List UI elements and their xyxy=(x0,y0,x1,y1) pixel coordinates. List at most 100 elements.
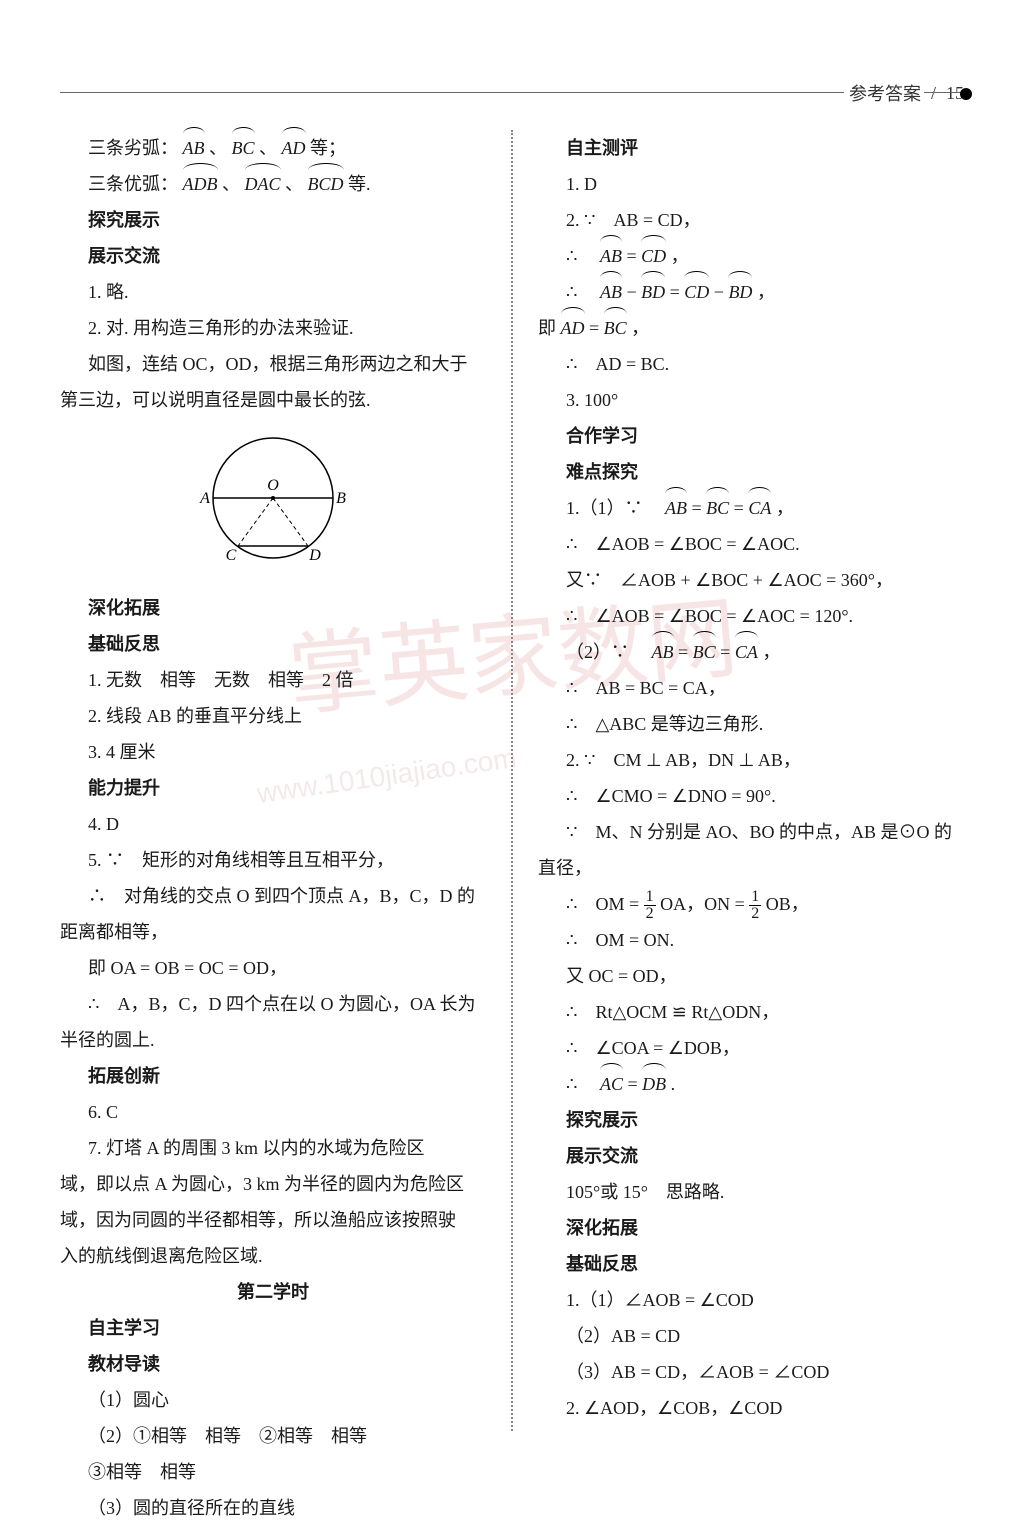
frac-half-1: 12 xyxy=(644,889,656,922)
arc: AB xyxy=(600,274,622,310)
r26: 1.（1）∠AOB = ∠COD xyxy=(538,1282,964,1318)
r25: 105°或 15° 思路略. xyxy=(538,1174,964,1210)
l19: 域，即以点 A 为圆心，3 km 为半径的圆内为危险区 xyxy=(60,1166,486,1202)
h-deepen2: 深化拓展 xyxy=(538,1210,964,1246)
t: ∴ OM = xyxy=(566,894,644,914)
l8: 2. 线段 AB 的垂直平分线上 xyxy=(60,698,486,734)
t: ∴ xyxy=(566,282,595,302)
l17: 6. C xyxy=(60,1094,486,1130)
circle-figure: O A B C D xyxy=(60,418,486,590)
l-arcs-minor: 三条劣弧： AB 、 BC 、 AD 等； xyxy=(60,130,486,166)
right-column: 自主测评 1. D 2. ∵ AB = CD， ∴ AB = CD ， ∴ AB… xyxy=(538,130,964,1431)
arc: BC xyxy=(693,634,716,670)
h-exchange2: 展示交流 xyxy=(538,1138,964,1174)
arc: AD xyxy=(282,130,306,166)
arc: BC xyxy=(706,490,729,526)
l5: 如图，连结 OC，OD，根据三角形两边之和大于 xyxy=(60,346,486,382)
left-column: 三条劣弧： AB 、 BC 、 AD 等； 三条优弧： ADB 、 DAC 、 … xyxy=(60,130,486,1431)
arc: AD xyxy=(561,310,585,346)
t: = xyxy=(670,282,685,302)
t: 1.（1）∵ xyxy=(566,498,661,518)
r11: ∴ ∠AOB = ∠BOC = ∠AOC = 120°. xyxy=(538,598,964,634)
t: 三条优弧： xyxy=(88,174,178,194)
t: 、 xyxy=(259,138,277,158)
h-ability: 能力提升 xyxy=(60,770,486,806)
t: = xyxy=(678,642,693,662)
r5: 即 AD = BC ， xyxy=(538,310,964,346)
r4: ∴ AB − BD = CD − BD ， xyxy=(538,274,964,310)
l6: 第三边，可以说明直径是圆中最长的弦. xyxy=(60,382,486,418)
r16: ∴ ∠CMO = ∠DNO = 90°. xyxy=(538,778,964,814)
t: ， xyxy=(776,498,794,518)
r27: （2）AB = CD xyxy=(538,1318,964,1354)
r9: ∴ ∠AOB = ∠BOC = ∠AOC. xyxy=(538,526,964,562)
page-header: 参考答案 / 15 xyxy=(849,80,964,106)
r21: 又 OC = OD， xyxy=(538,958,964,994)
arc: DAC xyxy=(245,166,281,202)
t: = xyxy=(589,318,604,338)
l20: 域，因为同圆的半径都相等，所以渔船应该按照驶 xyxy=(60,1202,486,1238)
t: ， xyxy=(671,246,689,266)
r3: ∴ AB = CD ， xyxy=(538,238,964,274)
h-explore2: 探究展示 xyxy=(538,1102,964,1138)
h-exchange: 展示交流 xyxy=(60,238,486,274)
l16: 半径的圆上. xyxy=(60,1022,486,1058)
svg-text:C: C xyxy=(226,547,237,564)
l12: ∴ 对角线的交点 O 到四个顶点 A，B，C，D 的 xyxy=(60,878,486,914)
t: = xyxy=(692,498,707,518)
t: ， xyxy=(762,642,780,662)
arc: AC xyxy=(600,1066,623,1102)
t: ∴ xyxy=(566,1074,595,1094)
arc: CA xyxy=(748,490,771,526)
r18: 直径， xyxy=(538,850,964,886)
arc: CA xyxy=(735,634,758,670)
header-sep: / xyxy=(931,83,936,104)
t: ， xyxy=(631,318,649,338)
t: = xyxy=(627,1074,642,1094)
l13: 距离都相等， xyxy=(60,914,486,950)
l14: 即 OA = OB = OC = OD， xyxy=(60,950,486,986)
arc: BD xyxy=(728,274,752,310)
svg-text:D: D xyxy=(308,547,321,564)
svg-text:A: A xyxy=(199,490,210,507)
arc: AB xyxy=(665,490,687,526)
arc: CD xyxy=(684,274,709,310)
l11: 5. ∵ 矩形的对角线相等且互相平分， xyxy=(60,842,486,878)
column-divider xyxy=(511,130,513,1431)
t: ∴ xyxy=(566,246,595,266)
l9: 3. 4 厘米 xyxy=(60,734,486,770)
arc: BC xyxy=(232,130,255,166)
arc: BC xyxy=(604,310,627,346)
svg-text:O: O xyxy=(267,477,279,494)
r7: 3. 100° xyxy=(538,382,964,418)
t: 等. xyxy=(348,174,371,194)
t: = xyxy=(734,498,749,518)
l24: ③相等 相等 xyxy=(60,1454,486,1490)
arc: DB xyxy=(642,1066,666,1102)
r22: ∴ Rt△OCM ≌ Rt△ODN， xyxy=(538,994,964,1030)
t: . xyxy=(671,1074,676,1094)
r14: ∴ △ABC 是等边三角形. xyxy=(538,706,964,742)
arc: AB xyxy=(600,238,622,274)
r17: ∵ M、N 分别是 AO、BO 的中点，AB 是⊙O 的 xyxy=(538,814,964,850)
r28: （3）AB = CD，∠AOB = ∠COD xyxy=(538,1354,964,1390)
r10: 又∵ ∠AOB + ∠BOC + ∠AOC = 360°， xyxy=(538,562,964,598)
r15: 2. ∵ CM ⊥ AB，DN ⊥ AB， xyxy=(538,742,964,778)
h-selfstudy: 自主学习 xyxy=(60,1310,486,1346)
t: 即 xyxy=(538,318,556,338)
t: ， xyxy=(757,282,775,302)
l4: 2. 对. 用构造三角形的办法来验证. xyxy=(60,310,486,346)
r20: ∴ OM = ON. xyxy=(538,922,964,958)
l3: 1. 略. xyxy=(60,274,486,310)
svg-text:B: B xyxy=(336,490,346,507)
t: OA，ON = xyxy=(660,894,749,914)
r29: 2. ∠AOD，∠COB，∠COD xyxy=(538,1390,964,1426)
h-deepen: 深化拓展 xyxy=(60,590,486,626)
header-rule-right xyxy=(924,92,964,93)
r19: ∴ OM = 12 OA，ON = 12 OB， xyxy=(538,886,964,922)
t: − xyxy=(626,282,641,302)
t: = xyxy=(720,642,735,662)
l15: ∴ A，B，C，D 四个点在以 O 为圆心，OA 长为 xyxy=(60,986,486,1022)
t: 、 xyxy=(285,174,303,194)
l21: 入的航线倒退离危险区域. xyxy=(60,1238,486,1274)
